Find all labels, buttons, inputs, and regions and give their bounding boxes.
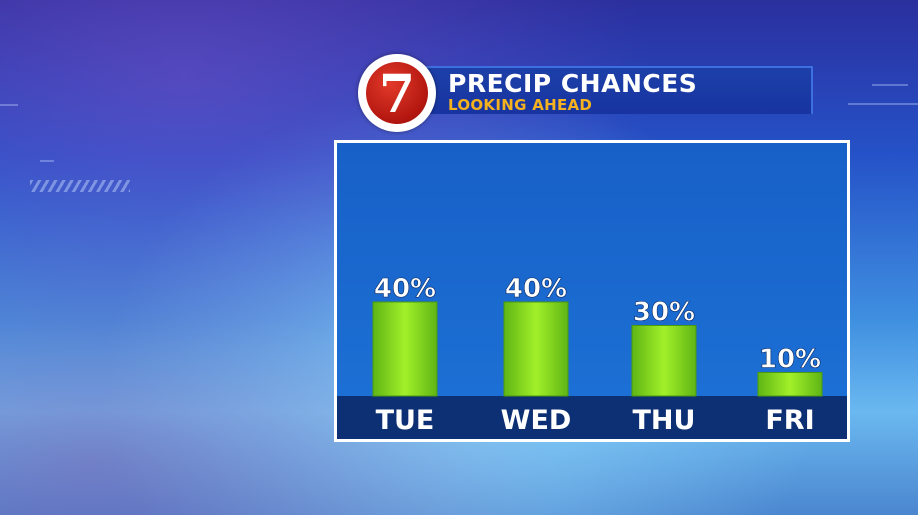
chart-subtitle: LOOKING AHEAD: [448, 96, 593, 114]
chart-panel: 40% TUE 40% WED 30% THU 10% FRI: [334, 140, 850, 442]
data-label-tue: 40%: [374, 274, 436, 304]
tick-label-fri: FRI: [765, 405, 814, 436]
background-line: [40, 160, 54, 162]
data-label-thu: 30%: [633, 298, 695, 328]
background-line: [0, 104, 18, 106]
axis-band: [337, 396, 847, 439]
tick-label-tue: TUE: [376, 405, 435, 436]
background-line: [848, 103, 918, 105]
logo-number: 7: [378, 64, 416, 125]
bar-fri: [757, 372, 823, 397]
data-label-fri: 10%: [759, 345, 821, 375]
precip-bar-chart: 40% TUE 40% WED 30% THU 10% FRI: [337, 274, 847, 439]
bar-tue: [372, 301, 438, 397]
tick-label-thu: THU: [633, 405, 696, 436]
background-line: [872, 84, 908, 86]
bar-thu: [631, 325, 697, 397]
tick-label-wed: WED: [501, 405, 572, 436]
logo-circle: 7: [366, 62, 428, 125]
background-stripes: [30, 180, 130, 192]
bar-wed: [503, 301, 569, 397]
title-banner: PRECIP CHANCES LOOKING AHEAD: [400, 66, 813, 114]
chart-title: PRECIP CHANCES: [448, 69, 698, 98]
channel-7-logo: 7: [358, 54, 436, 132]
data-label-wed: 40%: [505, 274, 567, 304]
